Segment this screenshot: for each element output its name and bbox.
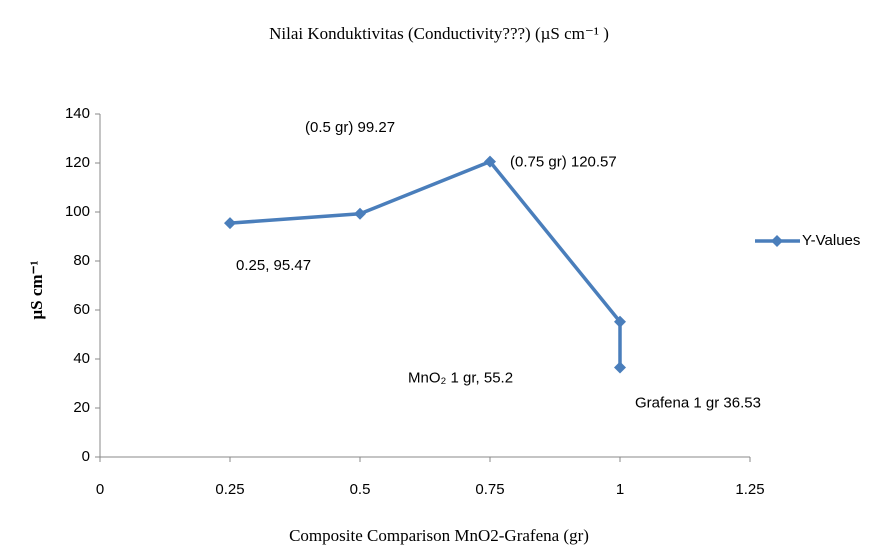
- x-tick-label: 0.25: [215, 481, 244, 498]
- legend-marker: [771, 235, 783, 247]
- y-tick-label: 20: [73, 399, 90, 416]
- y-tick-label: 0: [82, 448, 90, 465]
- y-tick-label: 40: [73, 350, 90, 367]
- y-tick-label: 100: [65, 203, 90, 220]
- marker: [614, 315, 626, 328]
- marker: [614, 361, 626, 374]
- data-label: (0.75 gr) 120.57: [510, 154, 617, 171]
- chart-title: Nilai Konduktivitas (Conductivity???) (µ…: [269, 24, 609, 43]
- y-tick-label: 60: [73, 301, 90, 318]
- x-tick-label: 1.25: [735, 481, 764, 498]
- data-label: Grafena 1 gr 36.53: [635, 394, 761, 411]
- data-label: (0.5 gr) 99.27: [305, 119, 395, 136]
- x-tick-label: 0: [96, 481, 104, 498]
- marker: [484, 155, 496, 168]
- x-tick-label: 0.5: [350, 481, 371, 498]
- data-label: 0.25, 95.47: [236, 257, 311, 274]
- marker: [354, 207, 366, 220]
- data-label: MnO₂ 1 gr, 55.2: [408, 370, 513, 387]
- x-tick-label: 0.75: [475, 481, 504, 498]
- y-tick-label: 120: [65, 154, 90, 171]
- y-tick-label: 140: [65, 105, 90, 122]
- x-axis-title: Composite Comparison MnO2-Grafena (gr): [289, 526, 589, 545]
- y-axis-title: µS cm⁻¹: [27, 260, 46, 319]
- legend-label: Y-Values: [802, 232, 860, 249]
- y-tick-label: 80: [73, 252, 90, 269]
- marker: [224, 217, 236, 230]
- x-tick-label: 1: [616, 481, 624, 498]
